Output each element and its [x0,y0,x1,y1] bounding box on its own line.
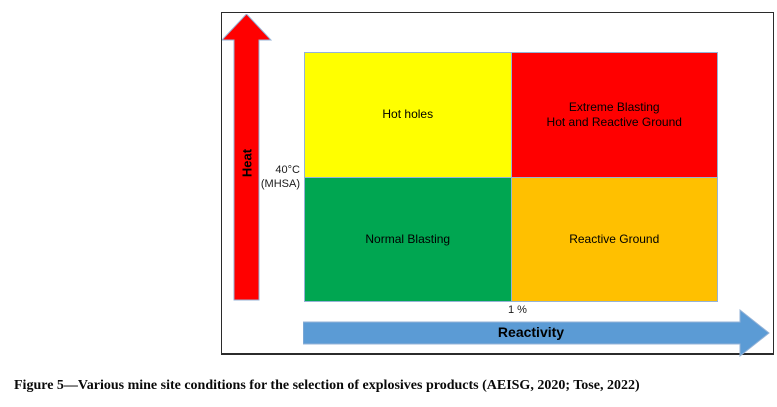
quadrant-extreme-blasting: Extreme Blasting Hot and Reactive Ground [511,53,717,177]
y-axis-threshold: 40°C (MHSA) [240,163,300,191]
quadrant-normal-blasting: Normal Blasting [305,177,511,301]
heat-axis-arrow [222,14,272,301]
quadrant-reactive-ground: Reactive Ground [511,177,717,301]
figure-caption: Figure 5—Various mine site conditions fo… [14,378,640,393]
quadrant-normal-blasting-label: Normal Blasting [365,231,451,246]
quadrant-hot-holes-label: Hot holes [382,107,434,122]
right-arrow-icon [303,309,770,357]
quadrant-reactive-ground-label: Reactive Ground [569,231,660,246]
quadrant-extreme-blasting-label: Extreme Blasting Hot and Reactive Ground [547,100,682,130]
x-axis-threshold: 1 % [508,304,527,316]
reactivity-axis-arrow [303,309,770,357]
x-axis-label: Reactivity [497,324,565,340]
quadrant-extreme-blasting-line2: Hot and Reactive Ground [546,114,682,129]
quadrant-hot-holes: Hot holes [305,53,511,177]
quadrant-grid: Hot holes Extreme Blasting Hot and React… [304,52,718,302]
y-threshold-note: (MHSA) [260,178,300,190]
up-arrow-icon [222,14,272,301]
quadrant-extreme-blasting-line1: Extreme Blasting [568,99,660,114]
diagram-panel: Heat 40°C (MHSA) Hot holes Extreme Blast… [221,12,774,357]
y-threshold-value: 40°C [275,164,300,176]
